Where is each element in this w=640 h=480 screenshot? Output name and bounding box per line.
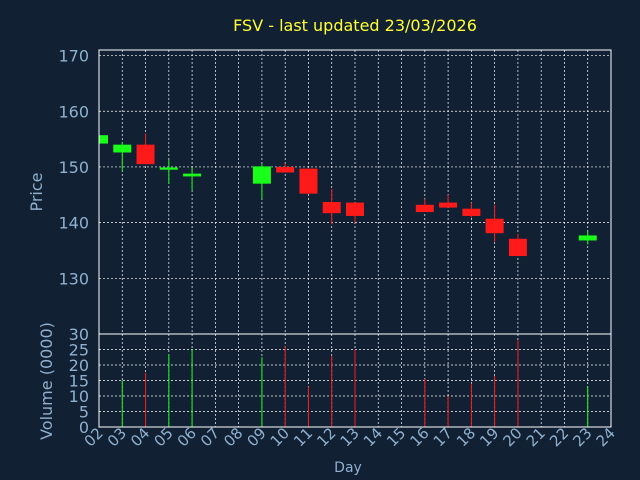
candle-body	[415, 204, 434, 213]
x-axis-label: Day	[334, 460, 362, 476]
candle-body	[578, 235, 597, 241]
candle-body	[183, 173, 202, 177]
price-tick-label: 130	[58, 269, 89, 288]
volume-tick-label: 10	[69, 387, 89, 406]
volume-axis-label: Volume (0000)	[37, 322, 56, 440]
candle-body	[299, 168, 318, 194]
volume-tick-label: 25	[69, 341, 89, 360]
volume-tick-label: 20	[69, 356, 89, 375]
candle-body	[346, 202, 364, 216]
axis-labels: 0203040506070809101112131415161718192021…	[58, 47, 618, 451]
x-tick-label: 24	[593, 424, 619, 450]
price-tick-label: 160	[58, 102, 89, 121]
data-layer	[98, 133, 597, 427]
price-axis-label: Price	[27, 172, 46, 211]
volume-tick-label: 30	[69, 325, 89, 344]
volume-tick-label: 5	[79, 403, 89, 422]
price-tick-label: 150	[58, 158, 89, 177]
price-tick-label: 140	[58, 214, 89, 233]
volume-tick-label: 0	[79, 418, 89, 437]
price-tick-label: 170	[58, 47, 89, 66]
candle-body	[252, 166, 271, 184]
candle-body	[99, 135, 108, 144]
candle-body	[485, 218, 504, 234]
candle-body	[136, 144, 155, 165]
candle-body	[113, 144, 132, 153]
chart-title: FSV - last updated 23/03/2026	[233, 16, 477, 35]
candle-body	[508, 238, 527, 257]
candle-body	[159, 167, 178, 170]
volume-panel-frame	[98, 333, 612, 428]
candle-body	[462, 208, 481, 216]
candle-body	[322, 202, 341, 214]
candle-body	[276, 166, 295, 173]
candle-body	[439, 202, 458, 208]
volume-tick-label: 15	[69, 372, 89, 391]
